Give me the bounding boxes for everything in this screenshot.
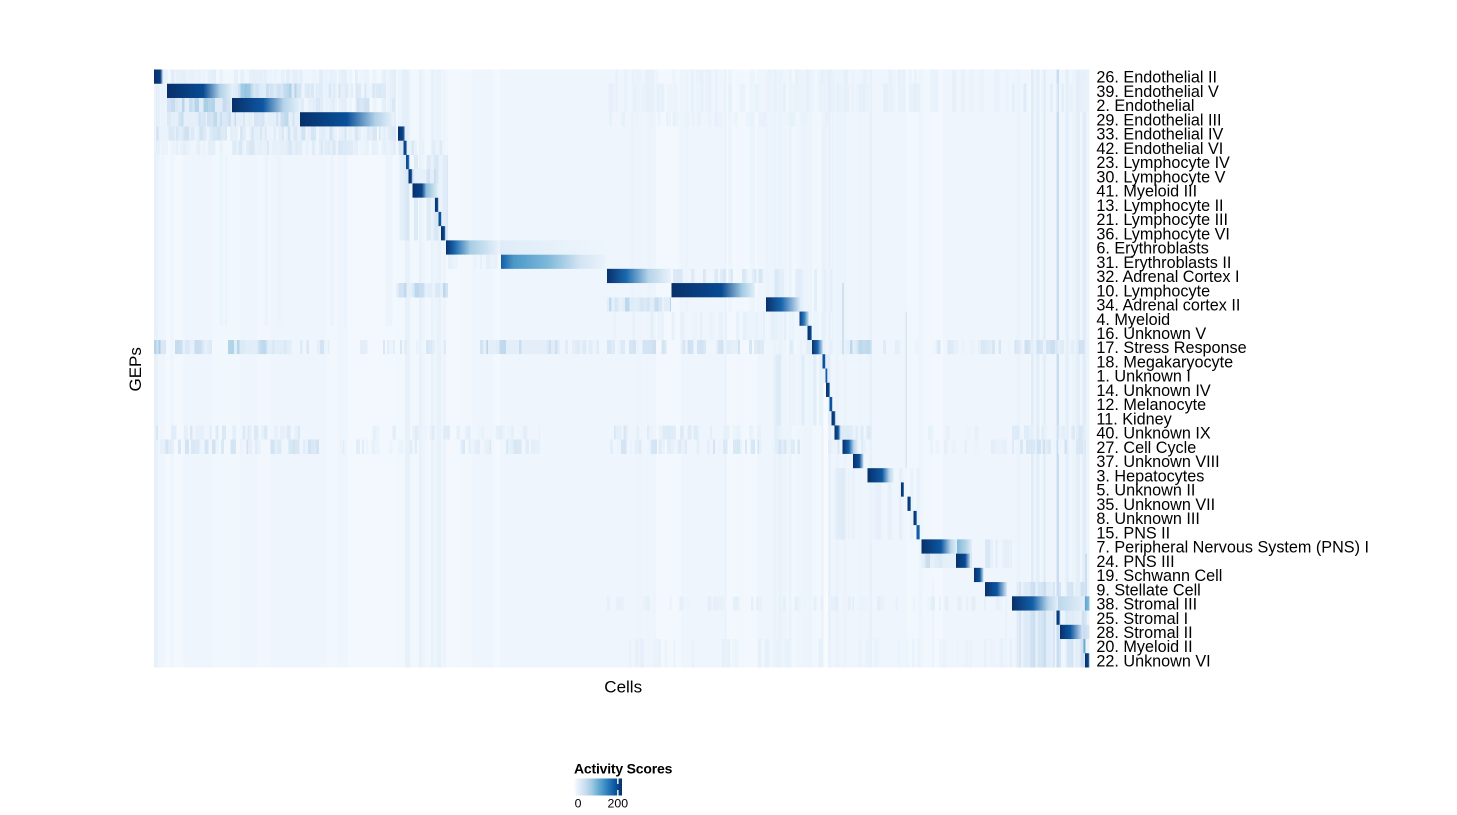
svg-text:24. PNS III: 24. PNS III (1096, 553, 1174, 571)
svg-text:37. Unknown VIII: 37. Unknown VIII (1096, 453, 1219, 471)
svg-text:4. Myeloid: 4. Myeloid (1096, 311, 1170, 329)
svg-text:2. Endothelial: 2. Endothelial (1096, 97, 1194, 115)
svg-text:14. Unknown IV: 14. Unknown IV (1096, 382, 1210, 400)
svg-text:31. Erythroblasts II: 31. Erythroblasts II (1096, 254, 1231, 272)
svg-text:38. Stromal III: 38. Stromal III (1096, 596, 1197, 614)
svg-text:200: 200 (608, 797, 629, 811)
svg-text:3. Hepatocytes: 3. Hepatocytes (1096, 467, 1204, 485)
svg-text:Activity Scores: Activity Scores (574, 760, 673, 776)
svg-text:23. Lymphocyte IV: 23. Lymphocyte IV (1096, 154, 1230, 172)
svg-text:32. Adrenal Cortex I: 32. Adrenal Cortex I (1096, 268, 1239, 286)
svg-text:18. Megakaryocyte: 18. Megakaryocyte (1096, 354, 1233, 372)
svg-text:8. Unknown III: 8. Unknown III (1096, 510, 1199, 528)
svg-text:41. Myeloid III: 41. Myeloid III (1096, 183, 1197, 201)
svg-text:12. Melanocyte: 12. Melanocyte (1096, 396, 1206, 414)
svg-text:40. Unknown IX: 40. Unknown IX (1096, 425, 1210, 443)
svg-text:36. Lymphocyte VI: 36. Lymphocyte VI (1096, 225, 1229, 243)
svg-text:15. PNS II: 15. PNS II (1096, 524, 1170, 542)
svg-text:10. Lymphocyte: 10. Lymphocyte (1096, 282, 1210, 300)
svg-text:28. Stromal II: 28. Stromal II (1096, 624, 1192, 642)
svg-text:GEPs: GEPs (126, 347, 145, 391)
svg-text:7. Peripheral Nervous System: 7. Peripheral Nervous System (PNS) I (1096, 539, 1369, 557)
svg-text:11. Kidney: 11. Kidney (1096, 410, 1172, 428)
svg-text:16. Unknown V: 16. Unknown V (1096, 325, 1206, 343)
svg-text:29. Endothelial III: 29. Endothelial III (1096, 111, 1221, 129)
svg-text:39. Endothelial V: 39. Endothelial V (1096, 83, 1219, 101)
svg-text:21. Lymphocyte III: 21. Lymphocyte III (1096, 211, 1228, 229)
svg-text:34. Adrenal cortex II: 34. Adrenal cortex II (1096, 297, 1240, 315)
svg-text:17. Stress Response: 17. Stress Response (1096, 339, 1246, 357)
svg-text:35. Unknown VII: 35. Unknown VII (1096, 496, 1215, 514)
svg-text:30. Lymphocyte V: 30. Lymphocyte V (1096, 168, 1225, 186)
svg-text:5. Unknown II: 5. Unknown II (1096, 482, 1195, 500)
svg-text:0: 0 (575, 797, 582, 811)
svg-text:33. Endothelial IV: 33. Endothelial IV (1096, 126, 1223, 144)
svg-text:25. Stromal I: 25. Stromal I (1096, 610, 1188, 628)
svg-text:6. Erythroblasts: 6. Erythroblasts (1096, 240, 1208, 258)
svg-text:22. Unknown VI: 22. Unknown VI (1096, 653, 1210, 671)
svg-text:Cells: Cells (604, 678, 642, 697)
svg-text:1. Unknown I: 1. Unknown I (1096, 368, 1190, 386)
svg-text:26. Endothelial II: 26. Endothelial II (1096, 69, 1217, 87)
svg-text:9. Stellate Cell: 9. Stellate Cell (1096, 581, 1200, 599)
svg-text:13. Lymphocyte II: 13. Lymphocyte II (1096, 197, 1223, 215)
svg-text:20. Myeloid II: 20. Myeloid II (1096, 638, 1192, 656)
svg-text:19. Schwann Cell: 19. Schwann Cell (1096, 567, 1222, 585)
svg-text:27. Cell Cycle: 27. Cell Cycle (1096, 439, 1196, 457)
svg-text:42. Endothelial VI: 42. Endothelial VI (1096, 140, 1223, 158)
